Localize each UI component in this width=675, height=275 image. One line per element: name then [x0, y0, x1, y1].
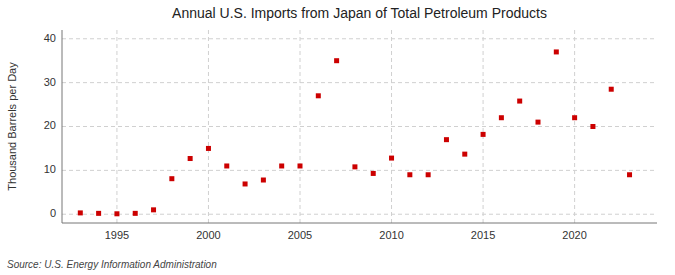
x-tick-label: 2005	[288, 229, 312, 241]
y-axis-label: Thousand Barrels per Day	[6, 62, 18, 191]
point	[206, 146, 211, 151]
point	[462, 152, 467, 157]
point	[554, 49, 559, 54]
x-axis-line	[62, 223, 657, 224]
y-axis-line	[62, 30, 63, 223]
x-tick-label: 2000	[196, 229, 220, 241]
x-grid-line	[300, 30, 301, 223]
point	[298, 163, 303, 168]
point	[444, 137, 449, 142]
x-grid-line	[116, 30, 117, 223]
point	[590, 124, 595, 129]
y-tick-label: 20	[44, 119, 56, 131]
y-grid-line	[62, 126, 657, 127]
x-tick-label: 2010	[379, 229, 403, 241]
point	[536, 120, 541, 125]
y-tick-label: 40	[44, 32, 56, 44]
x-tick-label: 1995	[105, 229, 129, 241]
plot-area	[62, 30, 657, 223]
point	[114, 211, 119, 216]
y-tick-label: 30	[44, 76, 56, 88]
axes: 0 10 20 30 40 1995 2000 2005 2010 2015 2020	[44, 30, 657, 241]
point	[334, 58, 339, 63]
point	[96, 211, 101, 216]
point	[426, 172, 431, 177]
point	[352, 164, 357, 169]
y-grid-line	[62, 82, 657, 83]
point	[169, 176, 174, 181]
point	[389, 156, 394, 161]
x-grid-line	[574, 30, 575, 223]
point	[133, 211, 138, 216]
point	[371, 171, 376, 176]
y-grid-line	[62, 214, 657, 215]
point	[261, 178, 266, 183]
point	[316, 93, 321, 98]
y-grid-line	[62, 38, 657, 39]
points	[78, 49, 632, 216]
x-grid-line	[483, 30, 484, 223]
x-tick-label: 2015	[471, 229, 495, 241]
point	[481, 132, 486, 137]
point	[517, 99, 522, 104]
title: Annual U.S. Imports from Japan of Total …	[172, 5, 547, 21]
point	[572, 115, 577, 120]
x-tick-label: 2020	[562, 229, 586, 241]
y-grid-line	[62, 170, 657, 171]
y-tick-label: 0	[50, 207, 56, 219]
point	[78, 210, 83, 215]
point	[243, 181, 248, 186]
x-grid-line	[208, 30, 209, 223]
point	[151, 207, 156, 212]
chart: 0 10 20 30 40 1995 2000 2005 2010 2015 2020 Annual …	[0, 0, 675, 275]
point	[609, 87, 614, 92]
point	[224, 163, 229, 168]
point	[627, 172, 632, 177]
grid	[62, 30, 657, 223]
point	[407, 172, 412, 177]
chart-container: 0 10 20 30 40 1995 2000 2005 2010 2015 2020 Annual …	[0, 0, 675, 275]
point	[279, 163, 284, 168]
point	[499, 115, 504, 120]
point	[188, 156, 193, 161]
x-grid-line	[391, 30, 392, 223]
y-tick-label: 10	[44, 163, 56, 175]
source-note: Source: U.S. Energy Information Administ…	[7, 259, 217, 270]
